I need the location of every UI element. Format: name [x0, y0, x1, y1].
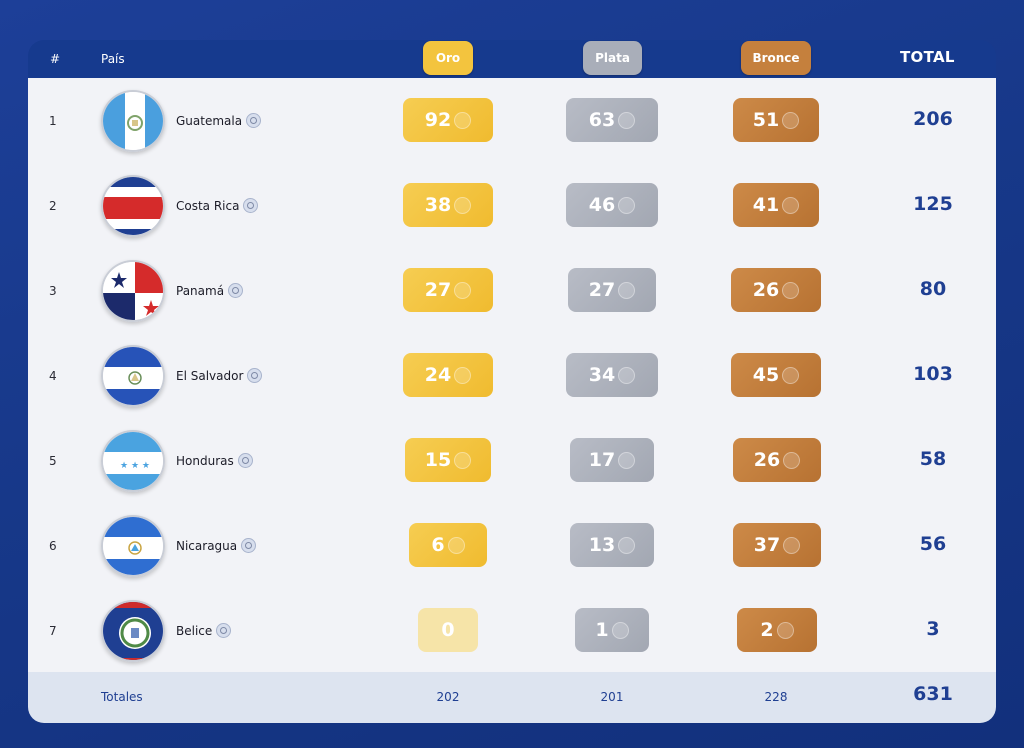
- search-icon: [782, 281, 800, 299]
- rank-cell: 7: [49, 624, 57, 638]
- bronze-count[interactable]: 26: [731, 268, 821, 312]
- country-name[interactable]: Nicaragua: [176, 538, 257, 554]
- search-icon: [618, 111, 636, 129]
- gold-count[interactable]: 38: [403, 183, 493, 227]
- table-row: 7 Belice 0 1 2 3: [28, 588, 996, 673]
- search-icon[interactable]: [216, 623, 232, 638]
- bronze-count[interactable]: 26: [733, 438, 821, 482]
- bronze-count[interactable]: 45: [731, 353, 821, 397]
- table-row: 3 Panamá 27 27 26 80: [28, 248, 996, 333]
- row-total: 206: [913, 108, 953, 130]
- gold-count[interactable]: 24: [403, 353, 493, 397]
- flag-el-salvador-icon: [101, 345, 165, 407]
- country-name[interactable]: Honduras: [176, 453, 253, 469]
- search-icon[interactable]: [241, 538, 257, 553]
- gold-count: 0: [418, 608, 478, 652]
- silver-header-pill[interactable]: Plata: [583, 41, 642, 75]
- row-total: 56: [919, 533, 947, 555]
- search-icon: [776, 621, 794, 639]
- medal-table: # País Oro Plata Bronce TOTAL 1 Guatemal…: [28, 40, 996, 723]
- totals-label: Totales: [101, 690, 143, 704]
- search-icon: [618, 281, 636, 299]
- bronze-count[interactable]: 41: [733, 183, 819, 227]
- gold-header-pill[interactable]: Oro: [423, 41, 473, 75]
- search-icon: [454, 366, 472, 384]
- search-icon: [454, 196, 472, 214]
- svg-text:★ ★ ★: ★ ★ ★: [120, 461, 150, 471]
- search-icon: [618, 196, 636, 214]
- row-total: 80: [919, 278, 947, 300]
- country-name[interactable]: Costa Rica: [176, 198, 259, 214]
- table-row: 1 Guatemala 92 63 51 206: [28, 78, 996, 163]
- search-icon: [454, 111, 472, 129]
- table-body: 1 Guatemala 92 63 51 206 2: [28, 78, 996, 672]
- rank-header: #: [50, 52, 61, 66]
- silver-count[interactable]: 17: [570, 438, 654, 482]
- silver-count[interactable]: 13: [570, 523, 654, 567]
- bronze-count[interactable]: 37: [733, 523, 821, 567]
- search-icon: [782, 366, 800, 384]
- gold-count[interactable]: 92: [403, 98, 493, 142]
- flag-panama-icon: [101, 260, 165, 322]
- flag-costa-rica-icon: [101, 175, 165, 237]
- totals-row: Totales 202 201 228 631: [28, 672, 996, 723]
- bronze-count[interactable]: 2: [737, 608, 817, 652]
- search-icon[interactable]: [246, 113, 262, 128]
- gold-count[interactable]: 15: [405, 438, 491, 482]
- flag-honduras-icon: ★ ★ ★: [101, 430, 165, 492]
- country-name[interactable]: Guatemala: [176, 113, 262, 129]
- totals-silver: 201: [600, 690, 624, 704]
- totals-grand-total: 631: [913, 683, 953, 705]
- country-name[interactable]: Panamá: [176, 283, 244, 299]
- search-icon: [454, 281, 472, 299]
- search-icon: [782, 196, 800, 214]
- table-header: # País Oro Plata Bronce TOTAL: [28, 40, 996, 78]
- search-icon[interactable]: [237, 453, 253, 468]
- totals-gold: 202: [436, 690, 460, 704]
- gold-count[interactable]: 6: [409, 523, 487, 567]
- bronze-count[interactable]: 51: [733, 98, 819, 142]
- rank-cell: 6: [49, 539, 57, 553]
- silver-count[interactable]: 27: [568, 268, 656, 312]
- rank-cell: 1: [49, 114, 57, 128]
- gold-count[interactable]: 27: [403, 268, 493, 312]
- country-name[interactable]: Belice: [176, 623, 232, 639]
- table-row: 2 Costa Rica 38 46 41 125: [28, 163, 996, 248]
- row-total: 58: [919, 448, 947, 470]
- row-total: 125: [913, 193, 953, 215]
- table-row: 6 Nicaragua 6 13 37 56: [28, 503, 996, 588]
- search-icon: [783, 451, 801, 469]
- search-icon: [454, 451, 472, 469]
- search-icon: [618, 366, 636, 384]
- table-row: 5 ★ ★ ★ Honduras 15 17 26 58: [28, 418, 996, 503]
- search-icon: [447, 536, 465, 554]
- rank-cell: 3: [49, 284, 57, 298]
- bronze-header-pill[interactable]: Bronce: [741, 41, 811, 75]
- search-icon: [782, 111, 800, 129]
- country-name[interactable]: El Salvador: [176, 368, 263, 384]
- flag-nicaragua-icon: [101, 515, 165, 577]
- search-icon[interactable]: [228, 283, 244, 298]
- row-total: 103: [913, 363, 953, 385]
- search-icon: [783, 536, 801, 554]
- country-header: País: [101, 52, 125, 66]
- search-icon[interactable]: [243, 198, 259, 213]
- search-icon[interactable]: [247, 368, 263, 383]
- table-row: 4 El Salvador 24 34 45 103: [28, 333, 996, 418]
- search-icon: [618, 536, 636, 554]
- search-icon: [618, 451, 636, 469]
- total-header: TOTAL: [900, 48, 955, 66]
- silver-count[interactable]: 34: [566, 353, 658, 397]
- flag-guatemala-icon: [101, 90, 165, 152]
- flag-belize-icon: [101, 600, 165, 662]
- rank-cell: 4: [49, 369, 57, 383]
- totals-bronze: 228: [764, 690, 788, 704]
- silver-count[interactable]: 46: [566, 183, 658, 227]
- search-icon: [611, 621, 629, 639]
- silver-count[interactable]: 63: [566, 98, 658, 142]
- rank-cell: 5: [49, 454, 57, 468]
- silver-count[interactable]: 1: [575, 608, 649, 652]
- row-total: 3: [926, 618, 940, 640]
- rank-cell: 2: [49, 199, 57, 213]
